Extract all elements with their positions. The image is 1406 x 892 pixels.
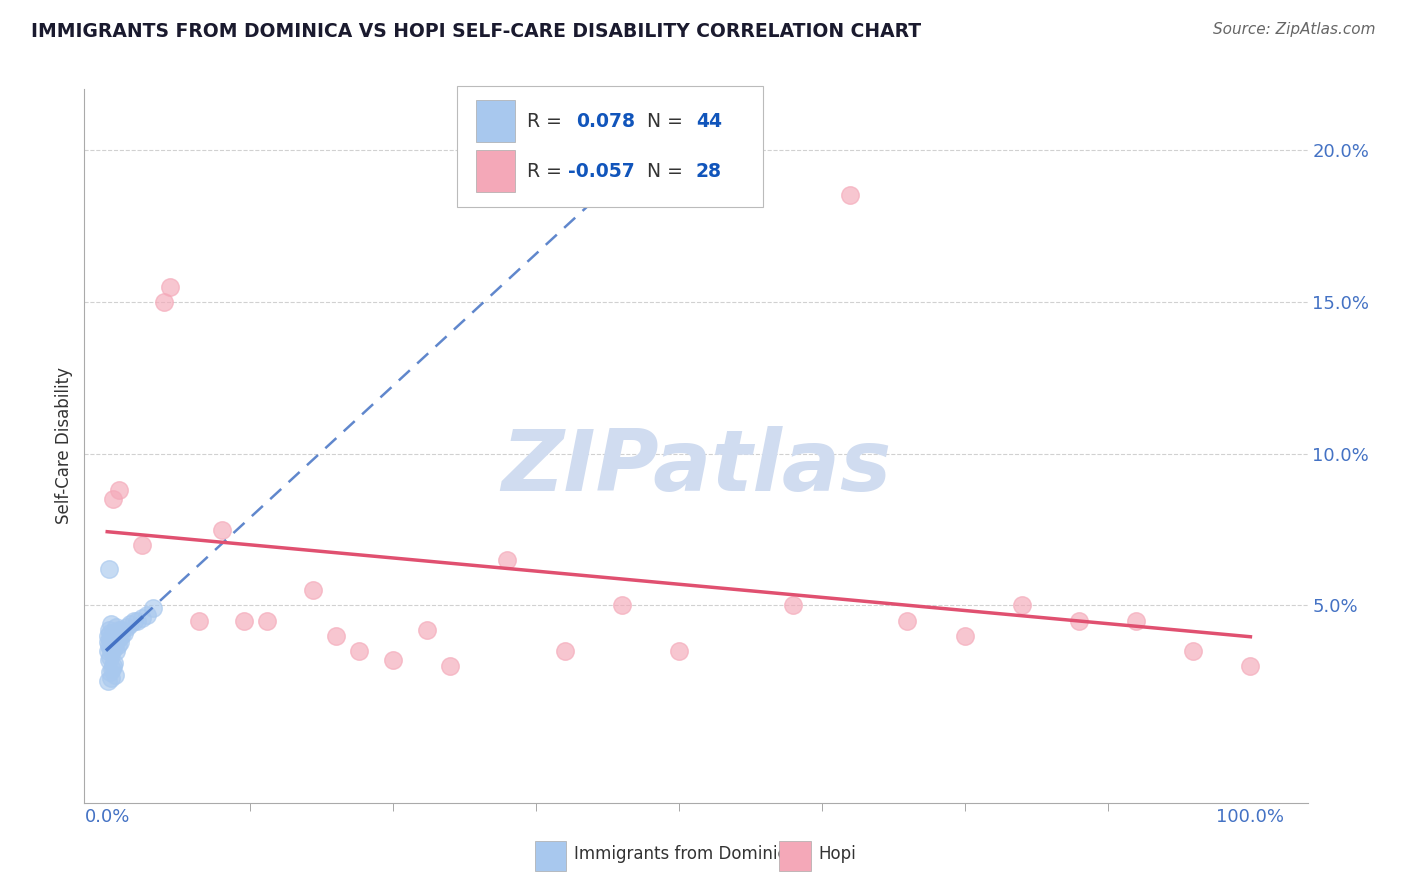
- Point: [98, 632, 121, 646]
- Point: [302, 583, 325, 598]
- Point: [1067, 614, 1090, 628]
- Point: [100, 650, 122, 665]
- Point: [101, 638, 124, 652]
- Point: [100, 616, 122, 631]
- Point: [103, 640, 125, 655]
- Point: [107, 483, 129, 497]
- Point: [233, 614, 256, 628]
- Point: [382, 653, 405, 667]
- Point: [668, 644, 690, 658]
- Point: [98, 665, 121, 680]
- Point: [125, 614, 148, 628]
- Point: [115, 620, 138, 634]
- Text: ZIPatlas: ZIPatlas: [501, 425, 891, 509]
- Point: [142, 601, 165, 615]
- Point: [112, 625, 135, 640]
- Point: [98, 640, 121, 655]
- Point: [1125, 614, 1147, 628]
- Point: [1182, 644, 1205, 658]
- Point: [187, 614, 209, 628]
- Point: [153, 294, 176, 309]
- Point: [439, 659, 461, 673]
- Point: [496, 553, 519, 567]
- Text: -0.057: -0.057: [568, 161, 634, 181]
- Point: [553, 644, 575, 658]
- Point: [97, 635, 120, 649]
- Text: 28: 28: [696, 161, 721, 181]
- Point: [1239, 659, 1261, 673]
- FancyBboxPatch shape: [475, 100, 515, 143]
- Point: [325, 629, 347, 643]
- Point: [101, 662, 124, 676]
- Point: [105, 629, 128, 643]
- Point: [100, 671, 122, 685]
- Text: N =: N =: [647, 161, 683, 181]
- Point: [97, 623, 120, 637]
- Text: N =: N =: [647, 112, 683, 131]
- Text: 0.078: 0.078: [576, 112, 636, 131]
- Text: IMMIGRANTS FROM DOMINICA VS HOPI SELF-CARE DISABILITY CORRELATION CHART: IMMIGRANTS FROM DOMINICA VS HOPI SELF-CA…: [31, 22, 921, 41]
- Point: [101, 629, 124, 643]
- Text: Source: ZipAtlas.com: Source: ZipAtlas.com: [1212, 22, 1375, 37]
- Point: [1011, 599, 1033, 613]
- Point: [120, 616, 142, 631]
- Point: [97, 562, 120, 576]
- Point: [97, 674, 120, 689]
- Point: [782, 599, 804, 613]
- Point: [256, 614, 278, 628]
- Text: Immigrants from Dominica: Immigrants from Dominica: [574, 846, 796, 863]
- Point: [347, 644, 370, 658]
- Point: [107, 632, 129, 646]
- FancyBboxPatch shape: [534, 841, 567, 871]
- Text: 44: 44: [696, 112, 721, 131]
- Point: [104, 620, 127, 634]
- Point: [122, 614, 145, 628]
- Point: [101, 492, 124, 507]
- Point: [953, 629, 976, 643]
- FancyBboxPatch shape: [457, 86, 763, 207]
- Text: Hopi: Hopi: [818, 846, 856, 863]
- Text: R =: R =: [527, 112, 562, 131]
- Point: [101, 644, 124, 658]
- Point: [108, 635, 131, 649]
- Point: [416, 623, 439, 637]
- Point: [131, 538, 153, 552]
- Point: [896, 614, 918, 628]
- Point: [211, 523, 233, 537]
- Point: [100, 635, 122, 649]
- Point: [98, 625, 121, 640]
- Point: [101, 659, 124, 673]
- Point: [104, 668, 127, 682]
- Point: [98, 638, 121, 652]
- Point: [103, 632, 125, 646]
- Point: [97, 644, 120, 658]
- Point: [136, 607, 159, 622]
- Point: [104, 625, 127, 640]
- Point: [97, 629, 120, 643]
- Point: [111, 623, 134, 637]
- Point: [104, 635, 127, 649]
- Point: [107, 638, 129, 652]
- FancyBboxPatch shape: [475, 150, 515, 193]
- FancyBboxPatch shape: [779, 841, 811, 871]
- Point: [97, 653, 120, 667]
- Point: [105, 644, 128, 658]
- Point: [131, 610, 153, 624]
- Point: [103, 656, 125, 670]
- Point: [839, 188, 862, 202]
- Text: R =: R =: [527, 161, 562, 181]
- Y-axis label: Self-Care Disability: Self-Care Disability: [55, 368, 73, 524]
- Point: [610, 599, 633, 613]
- Point: [159, 279, 181, 293]
- Point: [110, 629, 132, 643]
- Point: [107, 623, 129, 637]
